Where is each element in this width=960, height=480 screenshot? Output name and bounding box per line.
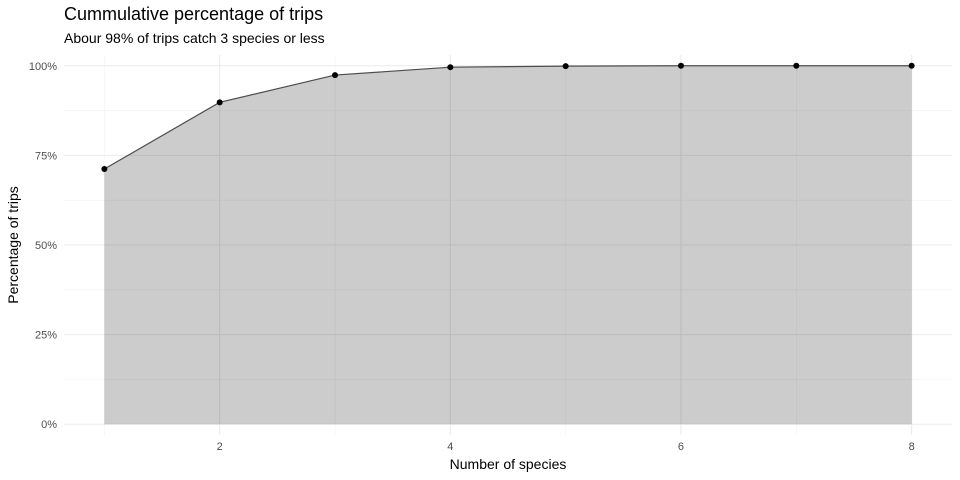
point-layer [101, 62, 915, 172]
y-tick-label: 50% [35, 240, 57, 252]
y-tick-label: 100% [29, 61, 57, 73]
data-point [216, 99, 223, 106]
x-tick-label: 2 [217, 441, 223, 453]
y-axis-ticks: 0% 25% 50% 75% 100% [29, 61, 57, 431]
x-tick-label: 4 [447, 441, 453, 453]
y-tick-label: 0% [41, 419, 57, 431]
line-layer [104, 65, 912, 170]
data-point [562, 63, 569, 70]
data-point [332, 72, 339, 79]
data-point [793, 62, 800, 69]
y-axis-title: Percentage of trips [5, 186, 21, 304]
y-tick-label: 75% [35, 150, 57, 162]
x-axis-ticks: 2 4 6 8 [217, 441, 915, 453]
chart-title: Cummulative percentage of trips [64, 4, 324, 24]
x-axis-title: Number of species [450, 456, 567, 472]
x-tick-label: 6 [678, 441, 684, 453]
minor-gridlines [64, 55, 952, 435]
cumulative-area [104, 65, 912, 425]
cumulative-line [104, 65, 912, 170]
chart-subtitle: Abour 98% of trips catch 3 species or le… [64, 30, 325, 46]
data-point [677, 62, 684, 69]
data-point [447, 64, 454, 71]
x-tick-label: 8 [909, 441, 915, 453]
data-point [908, 62, 915, 69]
data-point [101, 166, 108, 172]
area-layer [104, 65, 912, 425]
y-tick-label: 25% [35, 330, 57, 342]
